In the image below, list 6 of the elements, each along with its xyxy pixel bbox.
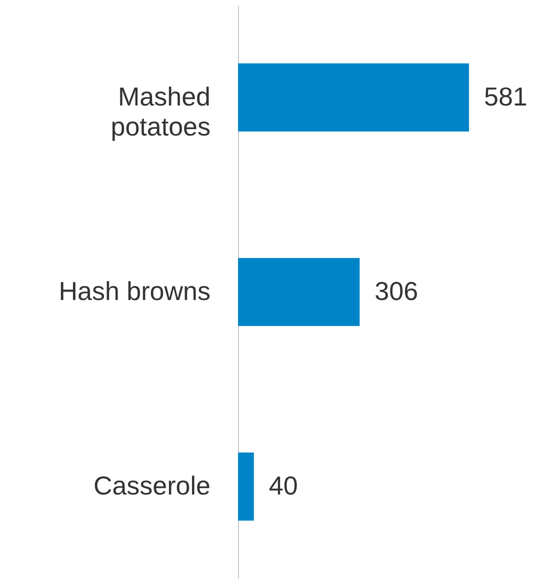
data-label: 40	[268, 470, 298, 501]
data-label: 581	[484, 81, 528, 112]
y-tick-label: Casserole	[93, 470, 210, 501]
y-tick-label: Mashed potatoes	[110, 81, 210, 142]
data-label: 306	[374, 276, 418, 306]
y-tick-label: Hash browns	[58, 276, 210, 306]
